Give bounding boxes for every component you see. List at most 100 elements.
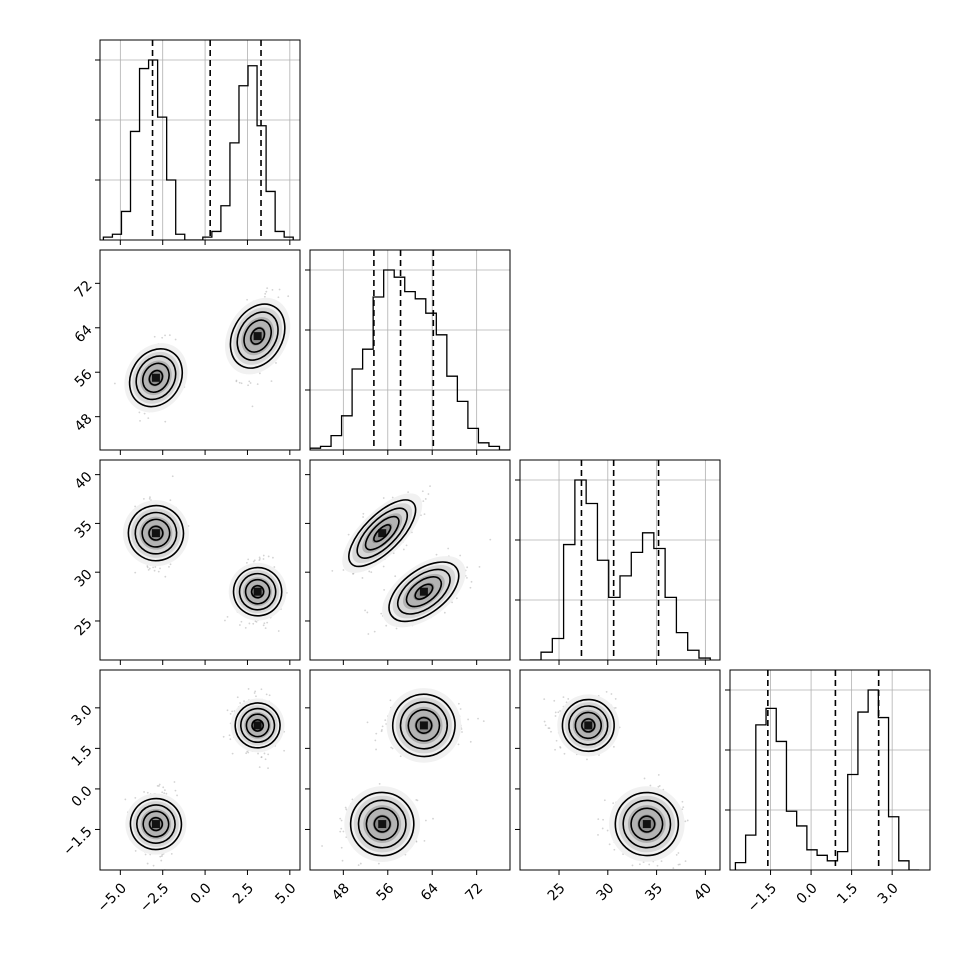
sample-point [248,622,251,625]
contour-line [251,719,265,732]
contour-line [356,507,409,559]
sample-point [263,752,266,755]
sample-point [148,567,151,570]
contour-line [373,815,391,833]
sample-point [277,296,280,299]
sample-point [146,566,149,569]
sample-point [684,820,687,823]
contour-line [240,707,276,744]
sample-point [265,290,268,293]
sample-point [164,334,166,337]
panel-background [100,460,300,660]
sample-point [382,565,385,568]
sample-point [612,745,615,748]
sample-point [378,782,381,785]
panel-background [310,460,510,660]
sample-point [366,721,369,724]
sample-point [427,493,430,495]
sample-point [424,819,427,822]
sample-point [231,710,234,713]
sample-point [174,338,177,341]
contour-line [388,561,460,623]
density-peak [378,529,387,538]
sample-point [402,548,405,551]
sample-point [247,688,250,690]
contour-line [614,791,680,857]
density-peak [253,587,262,596]
sample-point [469,740,472,743]
sample-point [228,734,231,737]
sample-point [229,738,232,741]
contour-line [232,566,283,617]
scatter-panel-1-0 [99,249,301,451]
sample-point [443,611,446,614]
sample-point [158,783,161,786]
sample-point [254,620,257,623]
sample-point [252,560,255,563]
contour-line [365,807,399,841]
sample-point [144,853,147,856]
sample-point [168,334,171,337]
sample-point [258,556,261,559]
contour-line [630,807,664,841]
sample-point [134,850,137,852]
sample-point [657,774,660,776]
panel-content [124,688,286,876]
sample-point [172,874,174,876]
sample-point [374,739,377,742]
density-peak [253,332,262,341]
sample-point [255,695,257,698]
sample-point [169,499,172,502]
sample-point [391,747,394,750]
histogram-panel-2 [515,459,721,661]
density-peak [151,820,160,829]
sample-point [247,558,250,561]
sample-point [459,708,462,710]
sample-point [613,848,616,851]
sample-point [176,794,178,797]
sample-point [366,611,369,614]
sample-point [391,496,394,499]
sample-point [648,863,651,866]
sample-point [614,707,617,709]
sample-point [236,696,239,699]
contour-line [234,702,281,749]
sample-point [557,711,560,714]
sample-point [283,749,286,752]
histogram-panel-1 [305,249,511,451]
sample-point [385,624,388,627]
sample-point [244,626,247,629]
sample-point [134,796,137,799]
contour-line [127,504,185,562]
sample-point [429,485,431,487]
sample-point [405,544,408,547]
sample-point [153,335,156,338]
sample-point [415,798,418,801]
contour-line [397,568,451,615]
sample-point [271,288,274,291]
sample-point [459,554,462,557]
sample-point [482,720,485,723]
contour-line [238,572,277,611]
sample-point [267,555,270,558]
sample-point [375,748,377,751]
sample-point [340,846,343,849]
sample-point [251,405,254,408]
contour-line [135,355,177,401]
contour-line [141,362,170,394]
sample-point [457,743,460,746]
histogram-step [310,269,510,450]
sample-point [367,633,370,635]
sample-point [263,295,266,298]
sample-point [143,412,146,415]
sample-point [656,864,659,867]
sample-point [361,577,364,579]
sample-point [257,752,259,755]
sample-point [138,411,141,414]
sample-point [684,860,687,863]
contour-line [348,499,417,568]
sample-point [134,571,137,574]
sample-point [174,789,177,792]
sample-point [605,690,608,693]
sample-point [226,615,229,618]
